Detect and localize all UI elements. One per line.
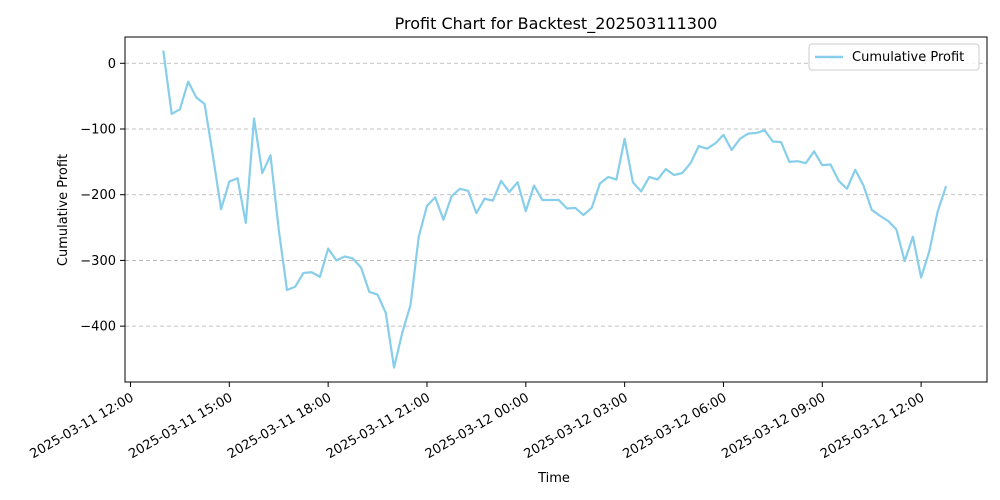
y-tick-label: −200 [80,188,116,203]
grid-layer [125,62,987,327]
legend: Cumulative Profit [808,43,980,71]
y-tick-label: −400 [80,320,116,335]
y-axis-ticks: 0 −100 −200 −300 −400 [80,57,125,335]
x-axis-label: Time [537,471,570,486]
y-tick-label: 0 [108,57,116,72]
legend-box [808,43,980,71]
line-layer [162,50,947,369]
y-tick-label: −300 [80,254,116,269]
series-line-cumulative-profit [162,50,947,369]
chart-title: Profit Chart for Backtest_202503111300 [395,14,718,34]
y-tick-label: −100 [80,123,116,138]
y-axis-label: Cumulative Profit [56,154,71,266]
plot-frame [124,36,988,383]
legend-entry-cumulative-profit: Cumulative Profit [852,50,964,65]
